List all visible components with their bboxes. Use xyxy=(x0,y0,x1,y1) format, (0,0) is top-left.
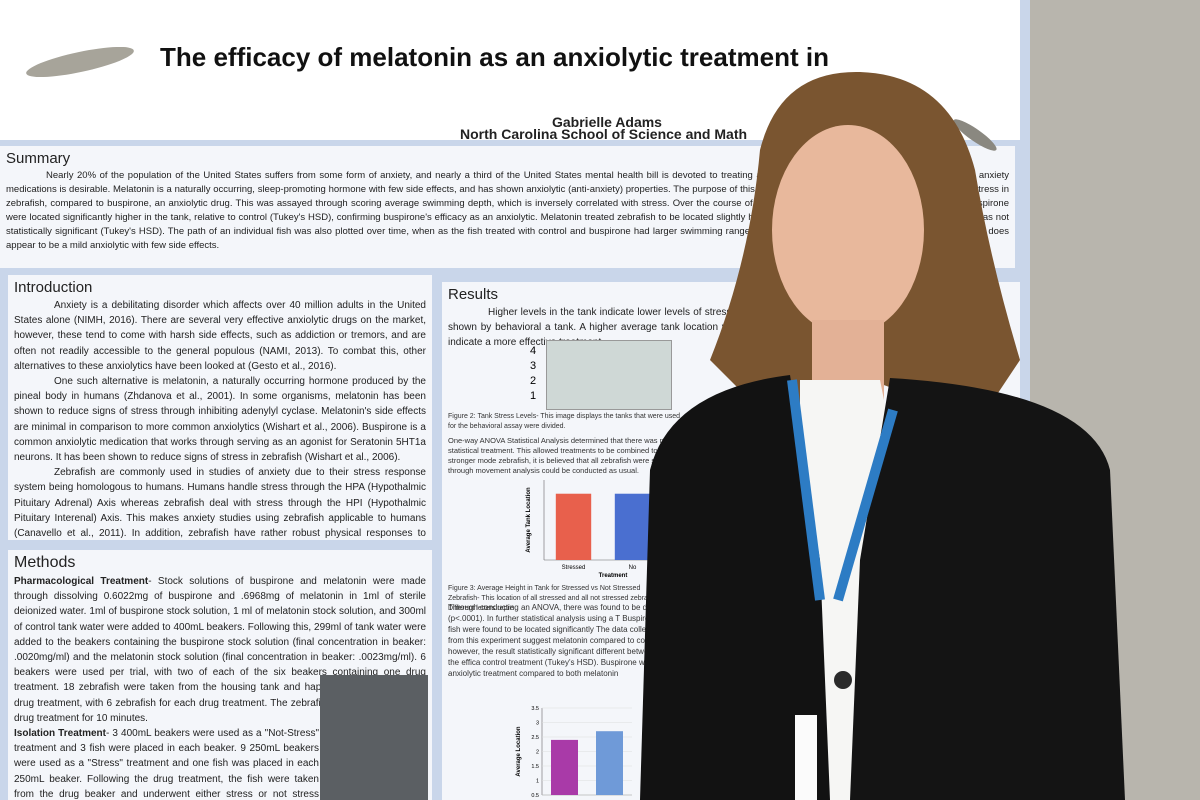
x-tick-label: No xyxy=(629,565,637,571)
section-heading: Introduction xyxy=(14,279,93,296)
y-tick-label: 1 xyxy=(536,779,539,785)
methods-text: Pharmacological Treatment- Stock solutio… xyxy=(14,574,426,800)
tank-photo xyxy=(546,340,672,410)
summary-text: Nearly 20% of the population of the Unit… xyxy=(6,169,1009,253)
bar xyxy=(614,493,651,560)
tank-levels: 4 3 2 1 xyxy=(530,344,536,404)
text: - 3 400mL beakers were used as a "Not-St… xyxy=(14,728,320,800)
y-tick-label: 1.5 xyxy=(531,764,539,770)
y-axis-label: Average Location xyxy=(516,726,522,776)
methods-panel: Methods Pharmacological Treatment- Stock… xyxy=(8,550,432,800)
level-label: 2 xyxy=(530,375,537,387)
bar xyxy=(551,739,578,795)
figure-caption: Figure 2: Tank Stress Levels- This image… xyxy=(448,413,681,430)
beaker-photo xyxy=(320,675,428,800)
bar-chart: Average Location 0.5 1 1.5 2 2.5 3 3.5 xyxy=(516,706,632,799)
y-tick-label: 2.5 xyxy=(531,735,539,741)
y-tick-label: 2 xyxy=(536,750,539,756)
section-heading: Methods xyxy=(14,554,76,571)
level-label: 1 xyxy=(530,390,537,402)
y-tick-label: 3 xyxy=(536,721,539,727)
paragraph: Anxiety is a debilitating disorder which… xyxy=(14,300,426,372)
figure-caption: Figure 3: Average Height in Tank for Str… xyxy=(448,585,661,612)
y-tick-label: 3.5 xyxy=(531,706,539,712)
y-tick-label: 0.5 xyxy=(531,793,539,799)
paragraph: Zebrafish are commonly used in studies o… xyxy=(14,467,426,540)
x-axis-label: Treatment xyxy=(599,573,628,579)
author: Gabrielle Adams xyxy=(552,114,662,130)
paragraph: Isolation Treatment- 3 400mL beakers wer… xyxy=(14,726,319,800)
paragraph: One such alternative is melatonin, a nat… xyxy=(14,376,426,464)
school: North Carolina School of Science and Mat… xyxy=(460,126,748,140)
y-axis-label: Average Tank Location xyxy=(526,487,532,553)
text: - Stock solutions of buspirone and melat… xyxy=(14,576,426,724)
x-tick-label: Stressed xyxy=(562,565,586,571)
results-text: Higher levels in the tank indicate lower… xyxy=(448,305,748,351)
zebrafish-image xyxy=(26,46,997,151)
bar xyxy=(555,493,592,560)
paragraph: Higher levels in the tank indicate lower… xyxy=(448,307,748,349)
bar xyxy=(596,731,623,795)
poster-title: The efficacy of melatonin as an anxiolyt… xyxy=(160,42,829,72)
paragraph: Pharmacological Treatment- Stock solutio… xyxy=(14,574,426,726)
person xyxy=(640,71,1125,800)
anova-text: One-way ANOVA Statistical Analysis deter… xyxy=(448,436,680,475)
introduction-text: Anxiety is a debilitating disorder which… xyxy=(14,298,426,540)
paragraph: Nearly 20% of the population of the Unit… xyxy=(6,170,1009,251)
introduction-panel: Introduction Anxiety is a debilitating d… xyxy=(8,275,432,540)
section-heading: Summary xyxy=(6,150,71,167)
level-label: 3 xyxy=(530,360,537,372)
label: Pharmacological Treatment xyxy=(14,576,149,587)
conclusion-text: Through conducting an ANOVA, there was f… xyxy=(448,603,663,678)
level-label: 4 xyxy=(530,345,537,357)
label: Isolation Treatment xyxy=(14,728,106,740)
section-heading: Results xyxy=(448,286,499,303)
